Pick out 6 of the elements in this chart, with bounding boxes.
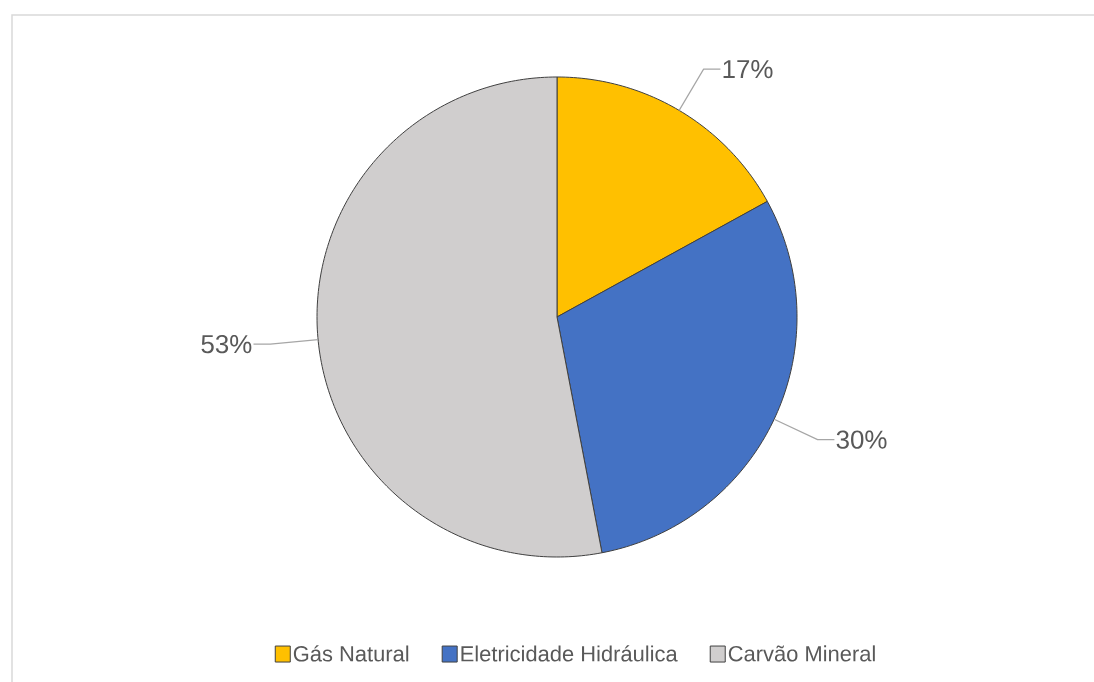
legend-label: Eletricidade Hidráulica xyxy=(461,645,678,662)
data-label: 30% xyxy=(836,430,887,449)
legend-label: Gás Natural xyxy=(293,645,409,662)
data-label: 53% xyxy=(201,334,252,354)
data-label: 17% xyxy=(723,60,773,79)
legend-label: Carvão Mineral xyxy=(728,645,875,662)
